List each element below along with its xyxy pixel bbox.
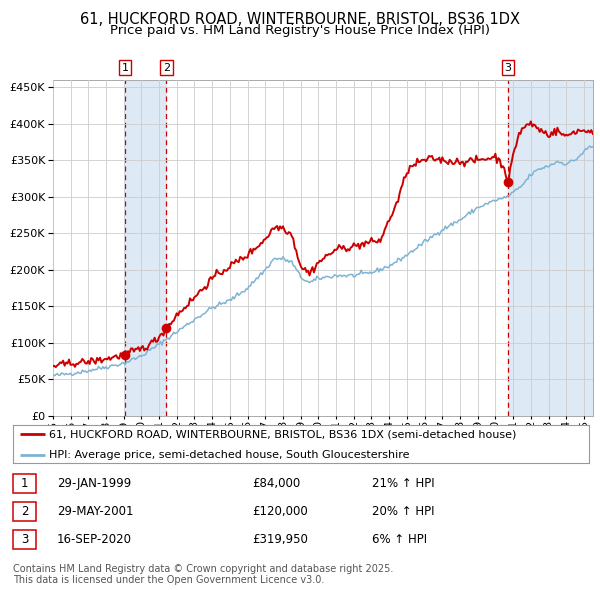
Text: £120,000: £120,000 (252, 505, 308, 518)
Text: £84,000: £84,000 (252, 477, 300, 490)
Bar (125, 80, 166, 416)
Text: 16-SEP-2020: 16-SEP-2020 (57, 533, 132, 546)
Text: 20% ↑ HPI: 20% ↑ HPI (372, 505, 434, 518)
Text: 61, HUCKFORD ROAD, WINTERBOURNE, BRISTOL, BS36 1DX: 61, HUCKFORD ROAD, WINTERBOURNE, BRISTOL… (80, 12, 520, 27)
Text: Contains HM Land Registry data © Crown copyright and database right 2025.
This d: Contains HM Land Registry data © Crown c… (13, 563, 394, 585)
Bar (508, 80, 593, 416)
Text: 3: 3 (505, 63, 511, 73)
Text: Price paid vs. HM Land Registry's House Price Index (HPI): Price paid vs. HM Land Registry's House … (110, 24, 490, 37)
Text: 21% ↑ HPI: 21% ↑ HPI (372, 477, 434, 490)
Text: 6% ↑ HPI: 6% ↑ HPI (372, 533, 427, 546)
Text: 2: 2 (163, 63, 170, 73)
Text: 2: 2 (21, 505, 28, 518)
Text: 61, HUCKFORD ROAD, WINTERBOURNE, BRISTOL, BS36 1DX (semi-detached house): 61, HUCKFORD ROAD, WINTERBOURNE, BRISTOL… (49, 430, 516, 440)
Text: 1: 1 (21, 477, 28, 490)
Text: 3: 3 (21, 533, 28, 546)
Text: 29-JAN-1999: 29-JAN-1999 (57, 477, 131, 490)
Text: 29-MAY-2001: 29-MAY-2001 (57, 505, 133, 518)
Text: 1: 1 (122, 63, 128, 73)
Text: £319,950: £319,950 (252, 533, 308, 546)
Text: HPI: Average price, semi-detached house, South Gloucestershire: HPI: Average price, semi-detached house,… (49, 450, 409, 460)
